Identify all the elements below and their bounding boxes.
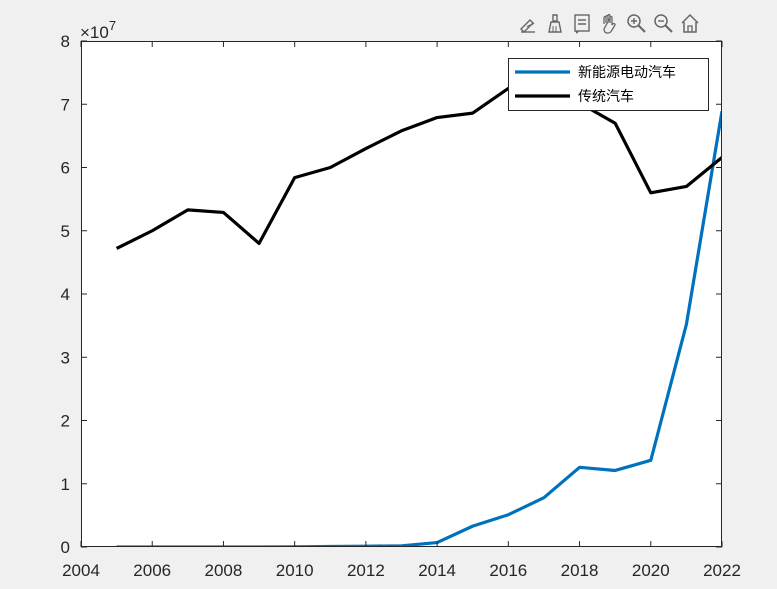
axes-toolbar (515, 10, 702, 36)
y-tick-label: 6 (61, 159, 70, 178)
series-group (115, 82, 722, 547)
data-tips-button[interactable] (569, 10, 594, 36)
y-tick-label: 4 (61, 285, 70, 304)
data-tips-icon (573, 14, 590, 34)
zoom-out-icon (653, 14, 673, 33)
y-exponent-label: ×107 (80, 18, 116, 42)
zoom-in-icon (626, 14, 646, 33)
y-tick-label: 5 (61, 222, 70, 241)
pan-icon (602, 13, 616, 34)
x-tick-label: 2004 (62, 561, 100, 580)
home-icon (680, 13, 699, 33)
x-tick-label: 2020 (632, 561, 670, 580)
x-tick-label: 2006 (133, 561, 171, 580)
legend-label-2: 传统汽车 (578, 88, 634, 105)
pan-button[interactable] (596, 10, 621, 36)
y-tick-label: 8 (61, 32, 70, 51)
y-tick-label: 7 (61, 95, 70, 114)
x-tick-label: 2010 (276, 561, 314, 580)
edit-plot-icon (519, 19, 535, 33)
edit-plot-button[interactable] (515, 10, 540, 36)
y-tick-label: 1 (61, 475, 70, 494)
x-tick-label: 2018 (561, 561, 599, 580)
legend-label-1: 新能源电动汽车 (578, 64, 676, 81)
x-tick-label: 2022 (703, 561, 741, 580)
series-line-1 (116, 110, 722, 547)
y-tick-label: 3 (61, 348, 70, 367)
zoom-in-button[interactable] (623, 10, 648, 36)
x-tick-label: 2016 (489, 561, 527, 580)
y-tick-label: 2 (61, 412, 70, 431)
brush-icon (547, 14, 562, 33)
zoom-out-button[interactable] (650, 10, 675, 36)
brush-button[interactable] (542, 10, 567, 36)
x-tick-label: 2012 (347, 561, 385, 580)
x-tick-label: 2014 (418, 561, 456, 580)
y-tick-label: 0 (61, 538, 70, 557)
plot-area (81, 41, 722, 547)
home-button[interactable] (677, 10, 702, 36)
x-tick-label: 2008 (205, 561, 243, 580)
legend-box (508, 58, 709, 111)
series-line-2 (115, 82, 722, 250)
